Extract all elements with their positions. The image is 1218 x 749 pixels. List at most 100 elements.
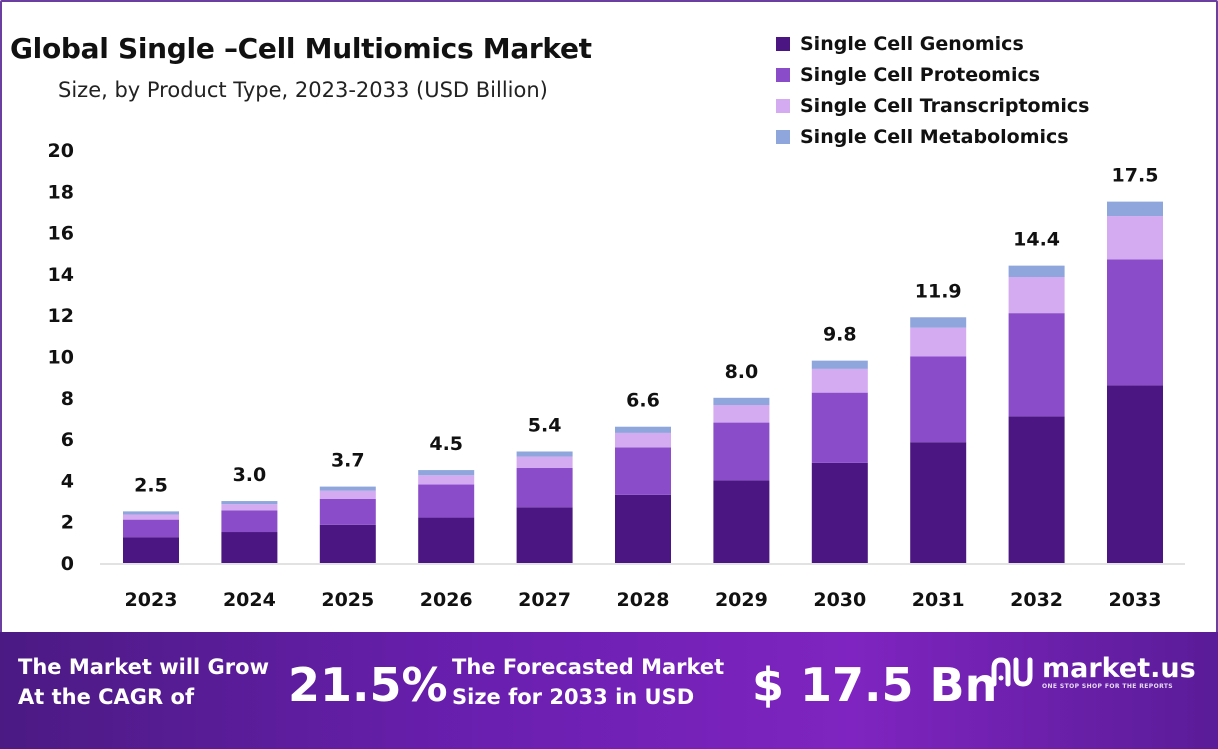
- bar-total-label: 4.5: [429, 433, 463, 455]
- bar-segment-single-cell-metabolomics: [1107, 201, 1163, 217]
- legend-swatch-metabolomics: [776, 129, 790, 144]
- bar-segment-single-cell-genomics: [319, 524, 376, 563]
- bar-segment-single-cell-genomics: [1107, 385, 1163, 563]
- legend-item-metabolomics: Single Cell Metabolomics: [776, 121, 1089, 152]
- y-tick-label: 12: [48, 305, 74, 327]
- forecast-label-line1: The Forecasted Market: [452, 655, 725, 679]
- bar-segment-single-cell-proteomics: [418, 484, 475, 518]
- x-tick-label: 2024: [223, 589, 276, 611]
- bar-segment-single-cell-proteomics: [319, 498, 376, 525]
- x-tick-label: 2023: [125, 589, 178, 611]
- y-tick-label: 20: [48, 140, 74, 162]
- bar-total-label: 3.0: [233, 464, 267, 486]
- bar-segment-single-cell-metabolomics: [319, 486, 376, 491]
- bar-total-label: 8.0: [725, 361, 759, 383]
- bar-segment-single-cell-transcriptomics: [123, 514, 179, 520]
- bar-segment-single-cell-genomics: [615, 494, 671, 563]
- bar-total-label: 11.9: [915, 280, 962, 302]
- cagr-label-line1: The Market will Grow: [18, 655, 269, 679]
- bar-segment-single-cell-proteomics: [1107, 259, 1163, 386]
- legend-label-proteomics: Single Cell Proteomics: [800, 63, 1041, 86]
- x-tick-label: 2025: [321, 589, 374, 611]
- bar-segment-single-cell-proteomics: [221, 510, 278, 533]
- legend-label-transcriptomics: Single Cell Transcriptomics: [800, 94, 1090, 117]
- x-tick-label: 2029: [715, 589, 768, 611]
- legend-swatch-proteomics: [776, 67, 790, 82]
- bar-segment-single-cell-proteomics: [1008, 313, 1065, 417]
- bar-chart: 0 2 4 6 8 10 12 14 16 18 20 2.5 2023 3.0 2024 3.7 2025 4.…: [48, 140, 1185, 611]
- bar-segment-single-cell-transcriptomics: [615, 432, 671, 448]
- bar-segment-single-cell-proteomics: [516, 468, 573, 508]
- forecast-label-line2: Size for 2033 in USD: [452, 685, 695, 709]
- x-tick-label: 2030: [813, 589, 866, 611]
- chart-legend: Single Cell Genomics Single Cell Proteom…: [776, 28, 1089, 152]
- bar-segment-single-cell-transcriptomics: [811, 368, 868, 393]
- bar-segment-single-cell-genomics: [811, 462, 868, 563]
- y-tick-label: 18: [48, 181, 74, 203]
- y-tick-label: 6: [61, 429, 74, 451]
- bar-total-label: 3.7: [331, 450, 365, 472]
- bar-segment-single-cell-transcriptomics: [418, 475, 475, 485]
- y-tick-label: 14: [48, 264, 74, 286]
- bar-segment-single-cell-metabolomics: [615, 426, 671, 433]
- bar-segment-single-cell-transcriptomics: [221, 504, 278, 511]
- bar-segment-single-cell-metabolomics: [221, 501, 278, 505]
- legend-swatch-genomics: [776, 36, 790, 51]
- market-us-logo-icon: [991, 657, 1033, 687]
- logo-tagline: ONE STOP SHOP FOR THE REPORTS: [1042, 682, 1174, 690]
- bar-total-label: 2.5: [134, 474, 168, 496]
- y-tick-label: 8: [61, 388, 74, 410]
- bar-segment-single-cell-transcriptomics: [713, 405, 770, 423]
- bar-segment-single-cell-metabolomics: [1008, 265, 1065, 277]
- y-tick-label: 0: [61, 553, 74, 575]
- forecast-value: $ 17.5 Bn: [752, 658, 998, 712]
- forecast-label: The Forecasted Market Size for 2033 in U…: [452, 652, 724, 712]
- cagr-label: The Market will Grow At the CAGR of: [18, 652, 269, 712]
- bar-segment-single-cell-genomics: [1008, 416, 1065, 563]
- x-tick-label: 2026: [420, 589, 473, 611]
- cagr-value: 21.5%: [288, 658, 448, 712]
- bar-segment-single-cell-proteomics: [123, 519, 179, 538]
- bar-segment-single-cell-metabolomics: [713, 397, 770, 406]
- logo-text-block: market.us ONE STOP SHOP FOR THE REPORTS: [1042, 652, 1196, 690]
- bar-segment-single-cell-proteomics: [910, 356, 967, 443]
- bar-segment-single-cell-metabolomics: [811, 360, 868, 369]
- bar-segment-single-cell-metabolomics: [910, 317, 967, 328]
- bar-segment-single-cell-transcriptomics: [319, 490, 376, 499]
- bar-total-label: 5.4: [528, 414, 562, 436]
- bar-segment-single-cell-genomics: [221, 532, 278, 563]
- summary-banner: The Market will Grow At the CAGR of 21.5…: [0, 632, 1218, 749]
- bar-segment-single-cell-genomics: [516, 507, 573, 563]
- legend-item-proteomics: Single Cell Proteomics: [776, 59, 1089, 90]
- y-tick-label: 16: [48, 223, 74, 245]
- bar-segment-single-cell-proteomics: [811, 392, 868, 463]
- bar-segment-single-cell-proteomics: [713, 422, 770, 481]
- bar-segment-single-cell-transcriptomics: [910, 327, 967, 357]
- bar-segment-single-cell-metabolomics: [123, 511, 179, 515]
- legend-item-genomics: Single Cell Genomics: [776, 28, 1089, 59]
- chart-subtitle: Size, by Product Type, 2023-2033 (USD Bi…: [58, 78, 548, 102]
- legend-label-metabolomics: Single Cell Metabolomics: [800, 125, 1069, 148]
- bar-segment-single-cell-proteomics: [615, 447, 671, 495]
- bar-total-label: 6.6: [626, 390, 660, 412]
- legend-swatch-transcriptomics: [776, 98, 790, 113]
- y-tick-label: 2: [61, 512, 74, 534]
- market-us-logo: market.us ONE STOP SHOP FOR THE REPORTS: [990, 654, 1196, 690]
- bar-segment-single-cell-genomics: [713, 480, 770, 563]
- x-tick-label: 2032: [1010, 589, 1063, 611]
- bar-segment-single-cell-transcriptomics: [516, 456, 573, 469]
- legend-item-transcriptomics: Single Cell Transcriptomics: [776, 90, 1089, 121]
- x-tick-label: 2027: [518, 589, 571, 611]
- y-tick-label: 10: [48, 347, 74, 369]
- bar-segment-single-cell-genomics: [123, 537, 179, 563]
- bar-segment-single-cell-transcriptomics: [1008, 276, 1065, 314]
- cagr-label-line2: At the CAGR of: [18, 685, 195, 709]
- x-tick-label: 2033: [1109, 589, 1162, 611]
- logo-name: market.us: [1042, 652, 1196, 684]
- x-tick-label: 2028: [617, 589, 670, 611]
- chart-title: Global Single –Cell Multiomics Market: [10, 32, 592, 65]
- bar-total-label: 9.8: [823, 324, 857, 346]
- y-tick-label: 4: [61, 470, 74, 492]
- legend-label-genomics: Single Cell Genomics: [800, 32, 1024, 55]
- bar-segment-single-cell-genomics: [910, 442, 967, 563]
